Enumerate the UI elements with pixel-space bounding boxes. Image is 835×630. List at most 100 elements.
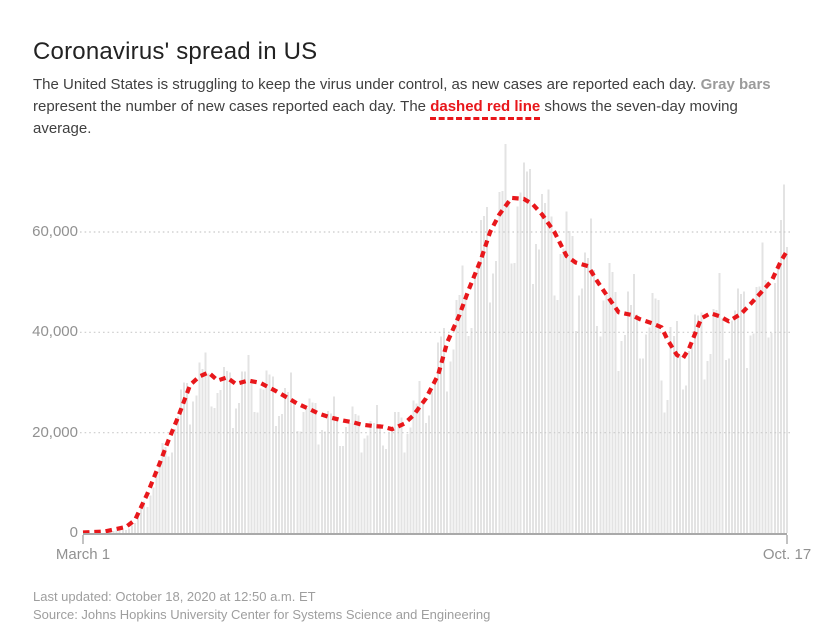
daily-bar — [176, 416, 179, 533]
daily-bar — [495, 261, 498, 533]
daily-bar — [596, 325, 599, 533]
daily-bar — [391, 429, 394, 533]
daily-bar — [277, 416, 280, 533]
daily-bar — [424, 423, 427, 533]
daily-bar — [418, 381, 421, 533]
daily-bar — [648, 327, 651, 533]
daily-bar — [446, 391, 449, 533]
daily-bar — [694, 314, 697, 533]
daily-bar — [657, 300, 660, 533]
daily-bar — [271, 376, 274, 533]
daily-bar — [109, 531, 112, 533]
daily-bar — [403, 452, 406, 533]
daily-bar — [773, 283, 776, 533]
daily-bar — [342, 446, 345, 533]
daily-bar — [550, 216, 553, 533]
daily-bar — [599, 336, 602, 533]
y-axis-tick-label: 40,000 — [32, 323, 78, 341]
daily-bar — [605, 295, 608, 533]
daily-bar — [118, 529, 121, 533]
daily-bar — [152, 487, 155, 533]
daily-bar — [121, 529, 124, 533]
daily-bar — [124, 530, 127, 533]
daily-bar — [504, 144, 507, 533]
y-axis-tick-label: 20,000 — [32, 423, 78, 441]
daily-bar — [299, 431, 302, 533]
daily-bar — [115, 530, 118, 533]
daily-bar — [434, 377, 436, 533]
daily-bar — [189, 424, 192, 533]
daily-bar — [743, 291, 746, 533]
daily-bar — [186, 383, 189, 533]
daily-bar — [562, 248, 565, 533]
daily-bar — [531, 284, 534, 533]
daily-bar — [381, 445, 384, 533]
daily-bar — [222, 366, 225, 533]
daily-bar — [378, 424, 381, 533]
daily-bar — [544, 202, 547, 533]
daily-bar — [268, 374, 271, 533]
daily-bar — [173, 429, 176, 533]
daily-bar — [718, 273, 721, 533]
daily-bar — [660, 380, 663, 533]
daily-bar — [158, 465, 161, 533]
daily-bar — [669, 326, 672, 533]
daily-bar — [455, 300, 458, 533]
daily-bar — [761, 242, 764, 534]
daily-bar — [375, 405, 378, 533]
daily-bar — [479, 219, 482, 533]
daily-bar — [336, 417, 339, 533]
daily-bar — [225, 370, 228, 533]
daily-bar — [207, 373, 210, 533]
daily-bar — [507, 200, 510, 533]
daily-bar — [314, 403, 317, 533]
daily-bar — [706, 360, 709, 533]
description-part2: represent the number of new cases report… — [33, 98, 431, 115]
daily-bar — [415, 403, 418, 533]
daily-bar — [587, 258, 590, 533]
daily-bar — [712, 308, 715, 533]
daily-bar — [516, 206, 519, 533]
daily-bar — [127, 528, 130, 533]
daily-bar — [724, 359, 727, 533]
daily-bar — [437, 342, 440, 533]
daily-bar — [170, 452, 173, 533]
daily-bar — [510, 263, 513, 533]
daily-bar — [357, 415, 360, 533]
description-part3: shows the seven-day moving average. — [33, 98, 738, 137]
daily-bar — [776, 267, 779, 533]
daily-bar — [703, 379, 706, 533]
daily-bar — [400, 417, 403, 533]
daily-bar — [467, 335, 470, 533]
daily-bar — [274, 426, 277, 533]
daily-bar — [137, 513, 140, 533]
daily-bar — [614, 292, 617, 533]
daily-bar — [593, 270, 596, 533]
daily-bar — [247, 354, 250, 533]
page-title: Coronavirus' spread in US — [33, 38, 318, 66]
daily-bar — [715, 309, 718, 533]
daily-bar — [201, 368, 204, 533]
daily-bar — [427, 415, 430, 533]
last-updated-text: Last updated: October 18, 2020 at 12:50 … — [33, 589, 316, 604]
dashed-red-line-label: dashed red line — [430, 98, 541, 120]
chart-description: The United States is struggling to keep … — [33, 74, 795, 140]
daily-bar — [345, 427, 348, 533]
daily-bar — [522, 162, 525, 533]
daily-bar — [755, 287, 758, 533]
daily-bar — [140, 507, 143, 533]
daily-bar — [525, 171, 528, 533]
daily-bar — [565, 211, 568, 533]
daily-bar — [498, 191, 501, 533]
daily-bar — [553, 295, 556, 533]
daily-bar — [675, 320, 678, 533]
daily-bar — [727, 358, 730, 533]
daily-bar — [195, 395, 198, 533]
daily-bar — [394, 412, 397, 533]
daily-bar — [639, 358, 642, 533]
daily-bar — [161, 443, 164, 533]
daily-bar — [253, 412, 256, 533]
daily-bar — [369, 421, 372, 533]
daily-bar — [740, 294, 743, 533]
daily-bar — [645, 334, 648, 533]
